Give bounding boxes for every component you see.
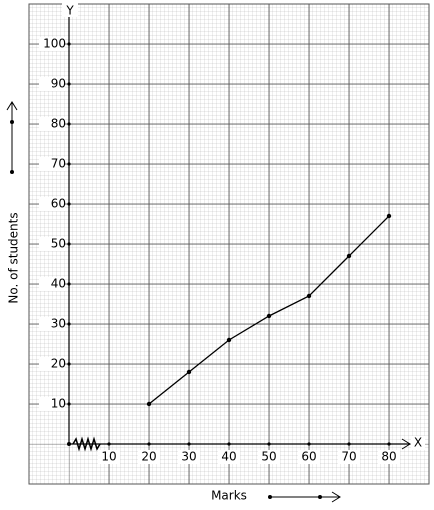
tick-dot (67, 162, 71, 166)
y-title-arrow (6, 101, 18, 172)
tick-dot (67, 402, 71, 406)
tick-label-bg (178, 450, 200, 464)
tick-label-bg (39, 77, 65, 91)
tick-label-bg (378, 450, 400, 464)
axis-break (72, 436, 101, 452)
y-tick-label: 10 (51, 397, 66, 411)
data-point (226, 337, 232, 343)
tick-label-bg (338, 450, 360, 464)
tick-label-bg (39, 37, 65, 51)
x-title-arrow (270, 491, 341, 503)
data-point (346, 253, 352, 259)
tick-label-bg (39, 317, 65, 331)
y-tick-label: 60 (51, 197, 66, 211)
tick-label-bg (39, 277, 65, 291)
tick-label-bg (39, 357, 65, 371)
y-tick-label: 90 (51, 77, 66, 91)
tick-dot (67, 362, 71, 366)
tick-dot (67, 202, 71, 206)
label-bg (411, 436, 425, 450)
arrow-dot (318, 495, 322, 499)
x-tick-label: 10 (101, 450, 116, 464)
tick-dot (67, 122, 71, 126)
tick-dot (67, 82, 71, 86)
tick-dot (187, 442, 191, 446)
tick-dot (387, 442, 391, 446)
x-tick-label: 70 (341, 450, 356, 464)
x-axis-name: X (414, 436, 422, 450)
y-tick-label: 40 (51, 277, 66, 291)
y-axis-name: Y (65, 4, 74, 18)
x-tick-label: 40 (221, 450, 236, 464)
label-bg (62, 3, 78, 17)
x-axis-title: Marks (211, 489, 247, 503)
tick-label-bg (39, 237, 65, 251)
x-tick-label: 30 (181, 450, 196, 464)
y-tick-label: 80 (51, 117, 66, 131)
tick-dot (67, 242, 71, 246)
arrow-dot (268, 495, 272, 499)
y-tick-label: 30 (51, 317, 66, 331)
y-tick-label: 50 (51, 237, 66, 251)
data-point (306, 293, 312, 299)
tick-label-bg (218, 450, 240, 464)
y-tick-label: 70 (51, 157, 66, 171)
data-point (186, 369, 192, 375)
tick-dot (347, 442, 351, 446)
origin-dot (67, 442, 71, 446)
arrow-dot (10, 120, 14, 124)
data-point (386, 213, 392, 219)
y-tick-label: 20 (51, 357, 66, 371)
tick-dot (227, 442, 231, 446)
tick-dot (267, 442, 271, 446)
x-tick-label: 60 (301, 450, 316, 464)
y-tick-label: 100 (43, 37, 66, 51)
tick-label-bg (98, 450, 120, 464)
tick-label-bg (39, 157, 65, 171)
data-point (146, 401, 152, 407)
arrow-dot (10, 170, 14, 174)
tick-label-bg (39, 117, 65, 131)
data-point (266, 313, 272, 319)
tick-label-bg (138, 450, 160, 464)
tick-label-bg (298, 450, 320, 464)
x-tick-label: 80 (381, 450, 396, 464)
tick-dot (67, 42, 71, 46)
tick-dot (307, 442, 311, 446)
y-axis-title: No. of students (7, 212, 21, 303)
x-tick-label: 20 (141, 450, 156, 464)
tick-label-bg (39, 197, 65, 211)
x-arrow (401, 438, 411, 450)
tick-dot (67, 322, 71, 326)
tick-label-bg (39, 397, 65, 411)
tick-dot (107, 442, 111, 446)
tick-dot (147, 442, 151, 446)
tick-label-bg (258, 450, 280, 464)
x-tick-label: 50 (261, 450, 276, 464)
tick-dot (67, 282, 71, 286)
